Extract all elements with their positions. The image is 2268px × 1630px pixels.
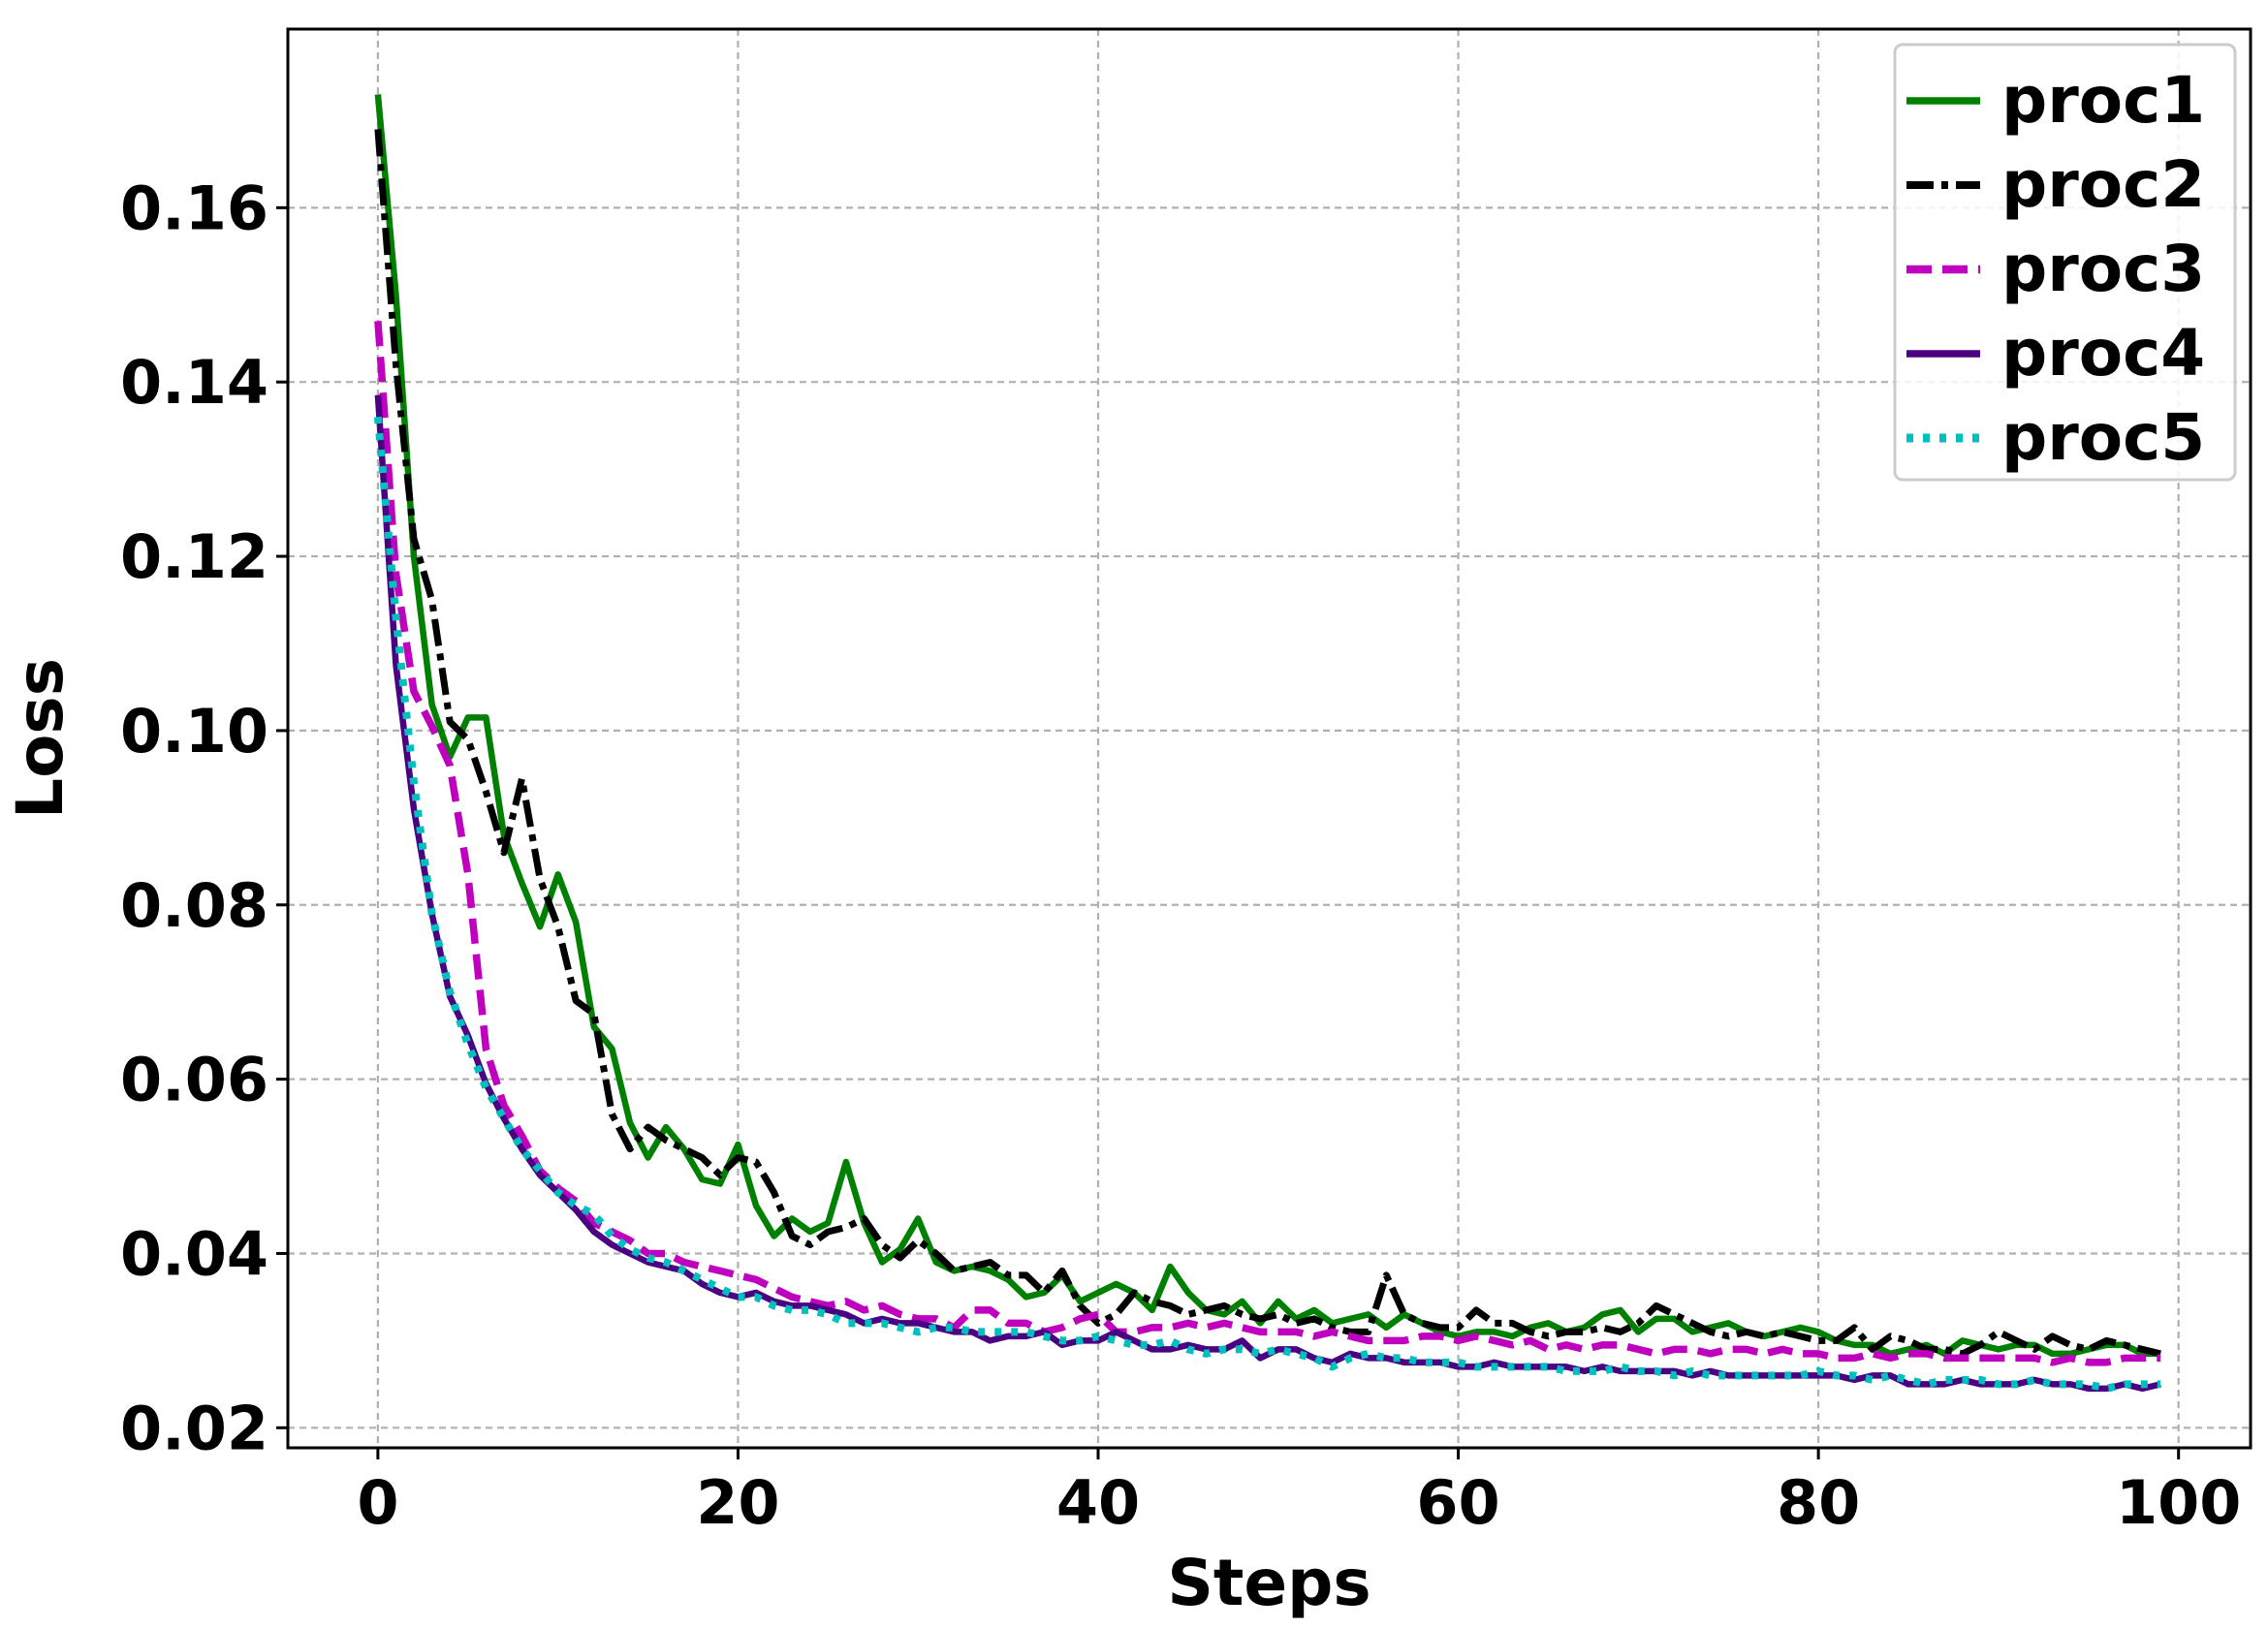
y-tick-label: 0.06 bbox=[120, 1045, 268, 1115]
x-tick-label: 20 bbox=[696, 1467, 779, 1538]
x-tick-label: 80 bbox=[1777, 1467, 1860, 1538]
y-tick-label: 0.02 bbox=[120, 1393, 268, 1463]
series-line-proc1 bbox=[374, 94, 2161, 1358]
x-tick-label: 100 bbox=[2116, 1467, 2241, 1538]
legend-label-proc4: proc4 bbox=[2001, 316, 2205, 391]
y-tick-label: 0.14 bbox=[120, 347, 268, 418]
x-tick-label: 60 bbox=[1416, 1467, 1499, 1538]
legend-label-proc5: proc5 bbox=[2001, 400, 2205, 475]
y-axis: 0.02 0.04 0.06 0.08 0.10 0.12 0.14 0.16 bbox=[120, 172, 288, 1463]
series-line-proc4 bbox=[374, 394, 2161, 1393]
y-tick-label: 0.08 bbox=[120, 870, 268, 941]
grid bbox=[288, 29, 2251, 1448]
x-axis: 0 20 40 60 80 100 bbox=[357, 1448, 2241, 1538]
x-tick-label: 0 bbox=[357, 1467, 398, 1538]
series-line-proc2 bbox=[374, 129, 2161, 1358]
y-axis-label: Loss bbox=[3, 658, 78, 819]
y-tick-label: 0.04 bbox=[120, 1218, 268, 1289]
x-axis-label: Steps bbox=[1167, 1546, 1370, 1620]
legend-label-proc2: proc2 bbox=[2001, 147, 2205, 222]
series-line-proc5 bbox=[373, 416, 2161, 1393]
legend-box bbox=[1893, 43, 2237, 482]
y-tick-label: 0.12 bbox=[120, 521, 268, 592]
series-lines bbox=[373, 94, 2161, 1393]
y-tick-label: 0.16 bbox=[120, 172, 268, 243]
x-tick-label: 40 bbox=[1056, 1467, 1140, 1538]
legend-label-proc1: proc1 bbox=[2001, 63, 2205, 138]
legend: proc1 proc2 proc3 proc4 proc5 bbox=[1893, 43, 2237, 482]
y-tick-label: 0.10 bbox=[120, 696, 268, 767]
series-line-proc3 bbox=[374, 321, 2161, 1366]
plot-frame bbox=[286, 27, 2252, 1450]
legend-label-proc3: proc3 bbox=[2001, 232, 2205, 306]
